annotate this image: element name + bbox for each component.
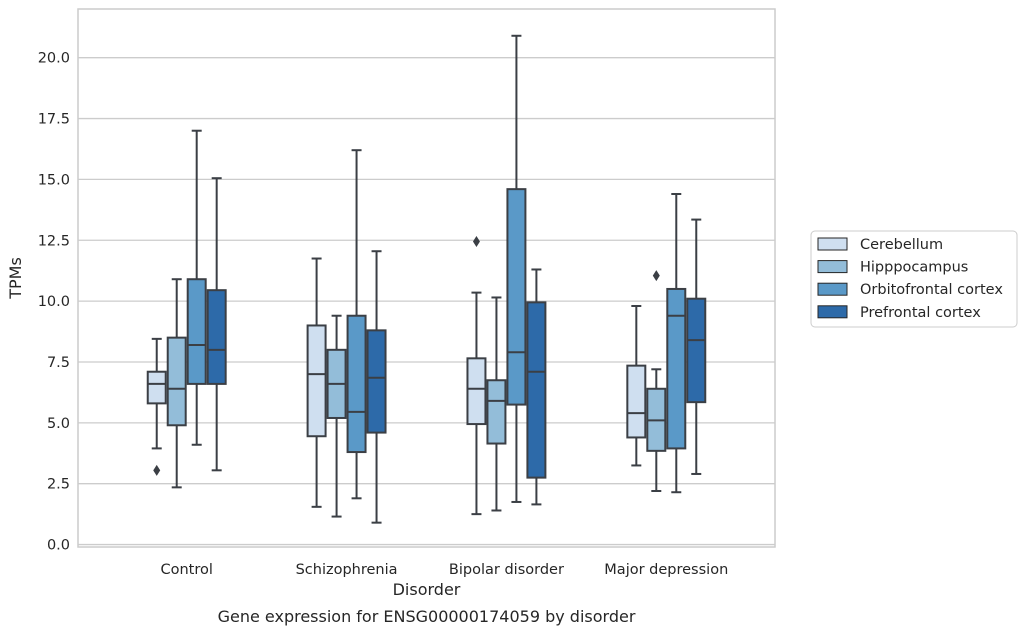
box-2-2 — [506, 34, 527, 503]
box-1-1 — [326, 314, 347, 518]
box-body — [626, 364, 647, 439]
legend-swatch — [817, 282, 848, 296]
y-tick-label: 0.0 — [47, 538, 70, 554]
legend-swatch — [817, 260, 848, 274]
box-body — [206, 289, 227, 385]
y-tick-label: 20.0 — [38, 51, 70, 67]
box-0-3 — [206, 177, 227, 472]
box-3-1 — [646, 270, 667, 493]
box-body — [186, 278, 207, 385]
box-body — [466, 357, 487, 426]
box-body — [166, 336, 187, 427]
legend-label: Cerebellum — [860, 237, 943, 253]
box-body — [506, 188, 527, 406]
box-3-2 — [666, 193, 687, 494]
y-tick-label: 10.0 — [38, 294, 70, 310]
legend-label: Prefrontal cortex — [860, 305, 981, 321]
legend: Cerebellum Hipppocampus Orbitofrontal cort… — [810, 230, 1018, 328]
y-tick-label: 7.5 — [47, 355, 70, 371]
outlier-marker — [652, 270, 660, 282]
outlier-marker — [153, 464, 161, 476]
box-2-0 — [466, 235, 487, 516]
legend-swatch — [817, 237, 848, 251]
box-2-3 — [526, 268, 547, 506]
legend-swatch — [817, 305, 848, 319]
outlier-marker — [472, 235, 480, 247]
x-tick-label: Bipolar disorder — [449, 562, 564, 578]
plot-area — [77, 8, 776, 548]
box-0-1 — [166, 278, 187, 489]
box-1-2 — [346, 149, 367, 500]
x-tick-labels: Control Schizophrenia Bipolar disorder Majo… — [160, 562, 728, 578]
x-tick-label: Schizophrenia — [296, 562, 398, 578]
box-3-3 — [686, 218, 707, 475]
y-tick-label: 17.5 — [38, 112, 70, 128]
legend-frame — [810, 230, 1018, 328]
box-3-0 — [626, 304, 647, 467]
y-tick-label: 5.0 — [47, 416, 70, 432]
y-tick-labels: 0.0 2.5 5.0 7.5 10.0 12.5 15.0 17.5 20.0 — [38, 51, 70, 554]
x-tick-label: Control — [160, 562, 212, 578]
y-axis-label: TPMs — [6, 257, 25, 300]
y-tick-label: 15.0 — [38, 172, 70, 188]
box-1-0 — [306, 257, 327, 508]
x-tick-label: Major depression — [604, 562, 728, 578]
x-axis-label: Disorder — [393, 580, 461, 599]
box-body — [526, 301, 547, 479]
legend-label: Orbitofrontal cortex — [860, 282, 1003, 298]
box-body — [346, 314, 367, 454]
box-body — [146, 370, 167, 405]
box-2-1 — [486, 296, 507, 512]
y-tick-label: 12.5 — [38, 233, 70, 249]
box-body — [686, 297, 707, 404]
box-body — [306, 324, 327, 438]
legend-label: Hipppocampus — [860, 260, 968, 276]
chart-caption: Gene expression for ENSG00000174059 by d… — [218, 607, 636, 626]
box-body — [666, 287, 687, 450]
box-0-0 — [146, 337, 167, 476]
box-groups — [146, 34, 707, 524]
y-tick-label: 2.5 — [47, 477, 70, 493]
box-body — [366, 329, 387, 434]
box-1-3 — [366, 250, 387, 524]
box-body — [486, 379, 507, 445]
box-0-2 — [186, 129, 207, 446]
